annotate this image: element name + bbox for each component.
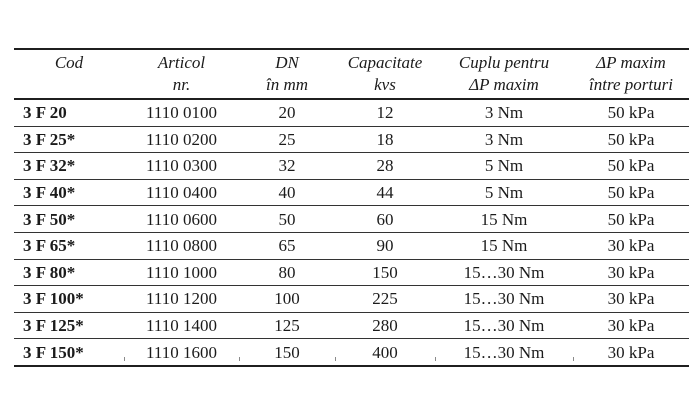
dn-cell: 40 [239, 179, 335, 207]
capacitate-cell: 28 [335, 152, 435, 180]
cuplu-cell: 5 Nm [435, 179, 573, 207]
col-header-dp-maxim: ΔP maxim între porturi [573, 48, 689, 100]
cod-cell: 3 F 20 [14, 99, 124, 127]
column-boundary-tick [573, 357, 574, 361]
table-body: 3 F 20 1110 0100 20 12 3 Nm 50 kPa 3 F 25* 1110… [14, 99, 689, 367]
dn-cell: 65 [239, 232, 335, 260]
dn-cell: 20 [239, 99, 335, 127]
header-line1: DN [275, 53, 299, 72]
cuplu-cell: 15…30 Nm [435, 259, 573, 287]
cuplu-cell: 3 Nm [435, 126, 573, 154]
dp-maxim-cell: 50 kPa [573, 152, 689, 180]
capacitate-cell: 18 [335, 126, 435, 154]
cod-cell: 3 F 32* [14, 152, 124, 180]
col-header-dn: DN în mm [239, 48, 335, 100]
dp-maxim-cell: 30 kPa [573, 338, 689, 367]
table-row: 3 F 50* 1110 0600 50 60 15 Nm 50 kPa [14, 205, 689, 233]
cod-cell: 3 F 40* [14, 179, 124, 207]
header-line2: kvs [374, 75, 396, 94]
capacitate-cell: 90 [335, 232, 435, 260]
articol-nr-cell: 1110 0600 [124, 205, 239, 233]
dp-maxim-cell: 30 kPa [573, 312, 689, 340]
cod-cell: 3 F 50* [14, 205, 124, 233]
column-boundary-tick [239, 357, 240, 361]
table-row: 3 F 32* 1110 0300 32 28 5 Nm 50 kPa [14, 152, 689, 180]
table-row: 3 F 150* 1110 1600 150 400 15…30 Nm 30 kPa [14, 338, 689, 367]
cuplu-cell: 15 Nm [435, 232, 573, 260]
dp-maxim-cell: 30 kPa [573, 232, 689, 260]
cuplu-cell: 15…30 Nm [435, 285, 573, 313]
articol-nr-cell: 1110 0300 [124, 152, 239, 180]
header-line2: în mm [265, 75, 309, 94]
dn-cell: 125 [239, 312, 335, 340]
header-line1: Articol [157, 53, 206, 72]
dp-maxim-cell: 30 kPa [573, 285, 689, 313]
table-row: 3 F 20 1110 0100 20 12 3 Nm 50 kPa [14, 99, 689, 127]
capacitate-cell: 280 [335, 312, 435, 340]
articol-nr-cell: 1110 1400 [124, 312, 239, 340]
dp-maxim-cell: 50 kPa [573, 126, 689, 154]
column-boundary-tick [124, 357, 125, 361]
table-header: Cod Articol nr. DN în mm Capacitate kvs … [14, 48, 689, 100]
cod-cell: 3 F 100* [14, 285, 124, 313]
column-boundary-tick [435, 357, 436, 361]
dp-maxim-cell: 50 kPa [573, 99, 689, 127]
articol-nr-cell: 1110 0100 [124, 99, 239, 127]
header-line2: între porturi [589, 75, 673, 94]
capacitate-cell: 225 [335, 285, 435, 313]
dn-cell: 32 [239, 152, 335, 180]
table-row: 3 F 40* 1110 0400 40 44 5 Nm 50 kPa [14, 179, 689, 207]
capacitate-cell: 400 [335, 338, 435, 367]
table-row: 3 F 100* 1110 1200 100 225 15…30 Nm 30 kPa [14, 285, 689, 313]
header-line2: ΔP maxim [469, 75, 539, 94]
valve-spec-table: Cod Articol nr. DN în mm Capacitate kvs … [14, 48, 689, 367]
cuplu-cell: 3 Nm [435, 99, 573, 127]
header-line1: Cod [54, 53, 84, 72]
dn-cell: 50 [239, 205, 335, 233]
table-row: 3 F 80* 1110 1000 80 150 15…30 Nm 30 kPa [14, 259, 689, 287]
col-header-cod: Cod [14, 48, 124, 100]
cuplu-cell: 15…30 Nm [435, 312, 573, 340]
column-boundary-tick [335, 357, 336, 361]
articol-nr-cell: 1110 1000 [124, 259, 239, 287]
dn-cell: 100 [239, 285, 335, 313]
dn-cell: 80 [239, 259, 335, 287]
cuplu-cell: 15 Nm [435, 205, 573, 233]
dp-maxim-cell: 30 kPa [573, 259, 689, 287]
table-row: 3 F 25* 1110 0200 25 18 3 Nm 50 kPa [14, 126, 689, 154]
header-line1: Cuplu pentru [458, 53, 550, 72]
cod-cell: 3 F 150* [14, 338, 124, 367]
articol-nr-cell: 1110 0800 [124, 232, 239, 260]
articol-nr-cell: 1110 1200 [124, 285, 239, 313]
cod-cell: 3 F 25* [14, 126, 124, 154]
header-line1: Capacitate [347, 53, 423, 72]
articol-nr-cell: 1110 0400 [124, 179, 239, 207]
dp-maxim-cell: 50 kPa [573, 205, 689, 233]
col-header-articol-nr: Articol nr. [124, 48, 239, 100]
cuplu-cell: 5 Nm [435, 152, 573, 180]
capacitate-cell: 60 [335, 205, 435, 233]
col-header-cuplu: Cuplu pentru ΔP maxim [435, 48, 573, 100]
cod-cell: 3 F 80* [14, 259, 124, 287]
capacitate-cell: 44 [335, 179, 435, 207]
dp-maxim-cell: 50 kPa [573, 179, 689, 207]
col-header-capacitate: Capacitate kvs [335, 48, 435, 100]
articol-nr-cell: 1110 0200 [124, 126, 239, 154]
header-row: Cod Articol nr. DN în mm Capacitate kvs … [14, 48, 689, 100]
header-line1: ΔP maxim [596, 53, 666, 72]
cuplu-cell: 15…30 Nm [435, 338, 573, 367]
table-row: 3 F 125* 1110 1400 125 280 15…30 Nm 30 kPa [14, 312, 689, 340]
articol-nr-cell: 1110 1600 [124, 338, 239, 367]
cod-cell: 3 F 65* [14, 232, 124, 260]
dn-cell: 25 [239, 126, 335, 154]
capacitate-cell: 150 [335, 259, 435, 287]
cod-cell: 3 F 125* [14, 312, 124, 340]
dn-cell: 150 [239, 338, 335, 367]
capacitate-cell: 12 [335, 99, 435, 127]
table-row: 3 F 65* 1110 0800 65 90 15 Nm 30 kPa [14, 232, 689, 260]
header-line2: nr. [172, 75, 191, 94]
